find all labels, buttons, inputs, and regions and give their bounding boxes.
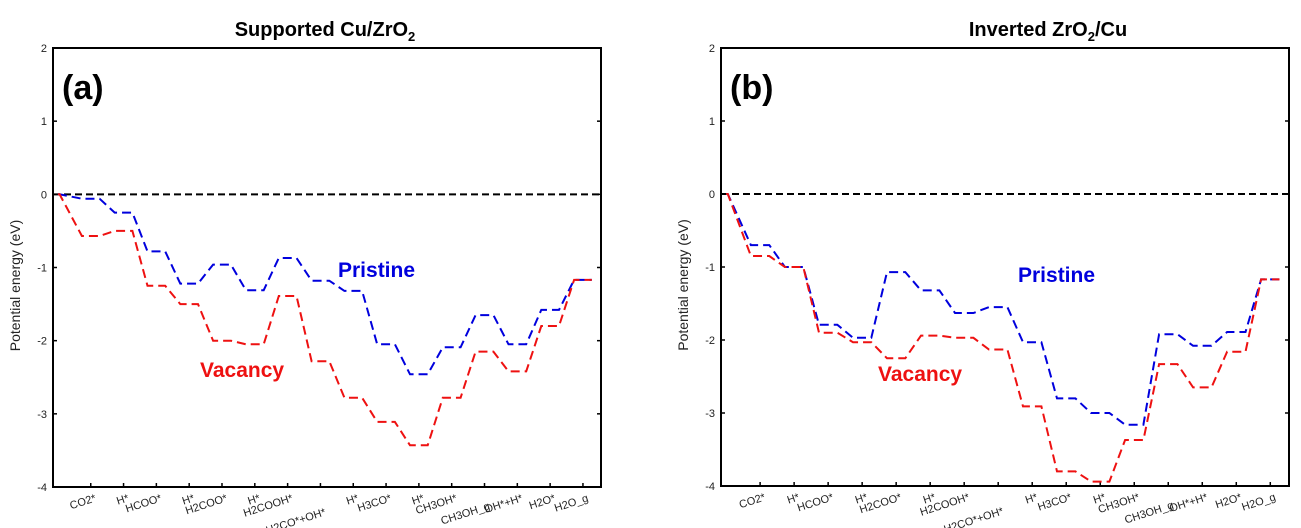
- panel-label: (b): [730, 69, 773, 107]
- x-tick-label: H*: [1024, 491, 1040, 506]
- series-line-vacancy: [726, 193, 1280, 483]
- x-tick-label: H2O_g: [553, 492, 590, 514]
- x-tick-label: OH*+H*: [483, 492, 525, 516]
- x-tick-label: HCOO*: [124, 492, 164, 515]
- plot-frame: [52, 47, 602, 488]
- x-tick-label: H3CO*: [356, 492, 394, 514]
- x-tick-label: HCOO*: [796, 491, 836, 514]
- x-tick-label: H2O_g: [1240, 491, 1277, 513]
- chart-title: Inverted ZrO2/Cu: [969, 19, 1127, 44]
- y-tick-label: -3: [37, 409, 47, 421]
- y-tick-label: -2: [705, 335, 715, 347]
- x-tick-label: H3CO*: [1036, 491, 1074, 513]
- series-label-vacancy: Vacancy: [878, 363, 962, 386]
- x-tick-label: H2O*: [1214, 491, 1244, 511]
- y-tick-label: -4: [705, 481, 715, 493]
- y-tick-label: 0: [709, 189, 715, 201]
- chart-title-main: Inverted ZrO: [969, 19, 1088, 41]
- plot-frame: [720, 47, 1290, 487]
- series-line-pristine: [57, 193, 592, 376]
- panel-label: (a): [62, 69, 104, 107]
- y-tick-label: 0: [41, 189, 47, 201]
- series-label-pristine: Pristine: [1018, 264, 1095, 287]
- y-tick-label: 2: [41, 43, 47, 55]
- series-line-pristine: [726, 193, 1280, 426]
- series-label-vacancy: Vacancy: [200, 359, 284, 382]
- x-tick-label: H*: [786, 491, 802, 506]
- y-axis-label: Potential energy (eV): [7, 220, 23, 352]
- series-label-pristine: Pristine: [338, 259, 415, 282]
- chart-title-main: Supported Cu/ZrO: [235, 19, 408, 41]
- x-tick-label: H*: [115, 492, 131, 507]
- y-tick-label: 1: [709, 116, 715, 128]
- chart-title-tail: /Cu: [1095, 19, 1127, 41]
- y-tick-label: 2: [709, 43, 715, 55]
- chart-title-subscript: 2: [1088, 29, 1095, 44]
- chart-title-subscript: 2: [408, 29, 415, 44]
- x-tick-label: H*: [345, 492, 361, 507]
- y-tick-label: -1: [705, 262, 715, 274]
- x-tick-label: H*: [410, 492, 426, 507]
- y-tick-label: 1: [41, 116, 47, 128]
- x-tick-label: H*: [854, 491, 870, 506]
- x-tick-label: H*: [246, 492, 262, 507]
- series-line-vacancy: [57, 193, 592, 447]
- x-tick-label: H*: [181, 492, 197, 507]
- y-tick-label: -3: [705, 408, 715, 420]
- x-tick-label: OH*+H*: [1168, 491, 1210, 515]
- x-tick-label: H*: [922, 491, 938, 506]
- x-tick-label: CO2*: [68, 492, 98, 512]
- y-tick-label: -4: [37, 482, 47, 494]
- chart-title: Supported Cu/ZrO2: [235, 19, 416, 44]
- y-tick-label: -2: [37, 336, 47, 348]
- x-tick-label: CO2*: [738, 491, 768, 511]
- y-axis-label: Potential energy (eV): [675, 219, 691, 351]
- y-tick-label: -1: [37, 263, 47, 275]
- x-tick-label: H*: [1092, 491, 1108, 506]
